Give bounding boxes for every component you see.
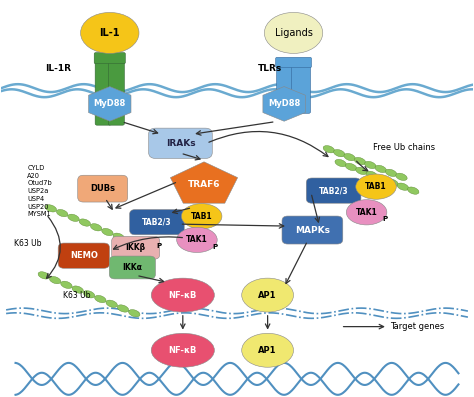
Ellipse shape — [136, 243, 147, 250]
Ellipse shape — [91, 224, 102, 231]
Text: TRAF6: TRAF6 — [188, 180, 220, 189]
Ellipse shape — [102, 228, 113, 236]
Ellipse shape — [79, 219, 91, 226]
FancyBboxPatch shape — [277, 63, 295, 114]
FancyBboxPatch shape — [95, 55, 111, 125]
Ellipse shape — [128, 310, 140, 317]
Ellipse shape — [151, 333, 214, 367]
Text: IRAKs: IRAKs — [165, 139, 195, 148]
Ellipse shape — [264, 12, 323, 54]
FancyBboxPatch shape — [112, 236, 160, 259]
Text: IL-1R: IL-1R — [45, 64, 71, 73]
Ellipse shape — [356, 167, 367, 175]
Ellipse shape — [346, 200, 387, 225]
Text: NF-κB: NF-κB — [169, 291, 197, 300]
Text: TAB2/3: TAB2/3 — [319, 186, 348, 195]
FancyBboxPatch shape — [94, 53, 125, 64]
Ellipse shape — [45, 205, 56, 212]
Text: TAB1: TAB1 — [365, 182, 387, 191]
FancyBboxPatch shape — [109, 55, 124, 125]
Text: CYLD
A20
Otud7b
USP2a
USP4
USP20
MYSM1: CYLD A20 Otud7b USP2a USP4 USP20 MYSM1 — [27, 165, 52, 218]
Ellipse shape — [113, 233, 125, 241]
Text: AP1: AP1 — [258, 346, 277, 355]
Text: P: P — [157, 243, 162, 249]
Ellipse shape — [334, 150, 345, 157]
Ellipse shape — [335, 159, 346, 167]
Ellipse shape — [56, 210, 68, 217]
Ellipse shape — [124, 238, 136, 245]
FancyBboxPatch shape — [282, 216, 343, 244]
Ellipse shape — [38, 272, 49, 279]
Ellipse shape — [344, 154, 356, 161]
Text: IKKβ: IKKβ — [126, 243, 146, 252]
Ellipse shape — [408, 187, 419, 194]
Text: Ligands: Ligands — [274, 28, 312, 38]
Ellipse shape — [366, 171, 377, 179]
FancyBboxPatch shape — [58, 243, 109, 268]
Ellipse shape — [49, 276, 61, 284]
Ellipse shape — [346, 163, 357, 171]
Text: MAPKs: MAPKs — [295, 225, 330, 235]
Text: TAK1: TAK1 — [356, 208, 377, 217]
FancyBboxPatch shape — [149, 128, 212, 158]
Text: NF-κB: NF-κB — [169, 346, 197, 355]
Ellipse shape — [376, 175, 388, 183]
Polygon shape — [263, 87, 305, 121]
FancyBboxPatch shape — [78, 175, 128, 202]
Text: P: P — [382, 216, 387, 222]
Ellipse shape — [365, 161, 376, 169]
Ellipse shape — [356, 174, 396, 199]
Text: AP1: AP1 — [258, 291, 277, 300]
Text: K63 Ub: K63 Ub — [63, 291, 91, 300]
Text: MyD88: MyD88 — [268, 99, 300, 108]
Text: P: P — [212, 244, 218, 250]
Text: TAB1: TAB1 — [191, 212, 212, 221]
Ellipse shape — [177, 227, 217, 252]
FancyBboxPatch shape — [306, 178, 361, 203]
Ellipse shape — [323, 146, 335, 153]
Polygon shape — [89, 87, 131, 121]
Ellipse shape — [95, 295, 106, 303]
Ellipse shape — [354, 157, 366, 165]
Ellipse shape — [387, 179, 398, 186]
Ellipse shape — [396, 173, 407, 181]
FancyBboxPatch shape — [129, 210, 184, 235]
Text: Target genes: Target genes — [390, 322, 445, 331]
Ellipse shape — [81, 12, 139, 54]
Text: TLRs: TLRs — [258, 64, 282, 73]
Text: TAB2/3: TAB2/3 — [142, 218, 172, 227]
Ellipse shape — [72, 286, 83, 293]
Ellipse shape — [385, 169, 397, 177]
Text: IKKα: IKKα — [122, 263, 142, 272]
Text: IL-1: IL-1 — [100, 28, 120, 38]
Ellipse shape — [61, 281, 72, 289]
Ellipse shape — [397, 183, 409, 190]
Ellipse shape — [83, 291, 95, 298]
Text: NEMO: NEMO — [70, 251, 98, 260]
Ellipse shape — [151, 278, 214, 312]
Text: DUBs: DUBs — [90, 184, 115, 193]
Text: MyD88: MyD88 — [94, 99, 126, 108]
Text: Free Ub chains: Free Ub chains — [373, 143, 435, 152]
FancyBboxPatch shape — [276, 58, 311, 67]
FancyBboxPatch shape — [292, 63, 310, 114]
Text: TAK1: TAK1 — [186, 235, 208, 245]
Polygon shape — [170, 162, 237, 203]
Ellipse shape — [242, 333, 293, 367]
Ellipse shape — [242, 278, 293, 312]
Ellipse shape — [375, 165, 386, 173]
Text: K63 Ub: K63 Ub — [14, 239, 41, 249]
Ellipse shape — [68, 214, 79, 222]
FancyBboxPatch shape — [109, 256, 155, 279]
Ellipse shape — [117, 305, 128, 312]
Ellipse shape — [106, 300, 118, 307]
Ellipse shape — [182, 204, 222, 229]
